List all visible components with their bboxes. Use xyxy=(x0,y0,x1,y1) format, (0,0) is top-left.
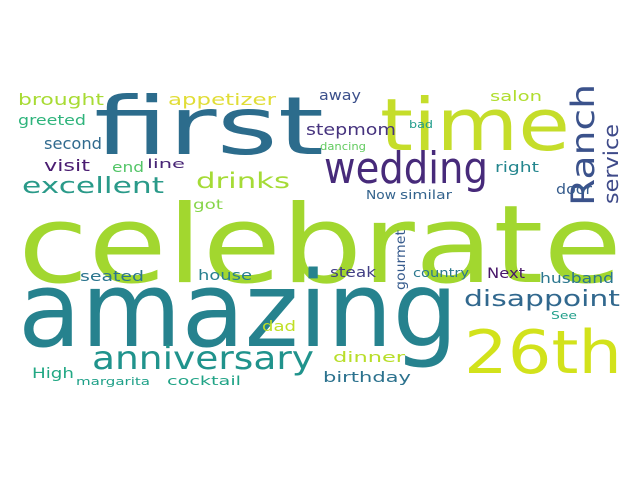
word: dad xyxy=(262,319,296,335)
word: end xyxy=(112,160,144,176)
word: Ranch xyxy=(564,84,602,206)
word: stepmom xyxy=(306,120,396,139)
word: right xyxy=(495,160,540,176)
word: time xyxy=(380,83,570,167)
word: service xyxy=(599,124,623,204)
word: amazing xyxy=(18,249,458,371)
word: first xyxy=(94,80,324,173)
word: salon xyxy=(490,89,542,105)
word: gourmet xyxy=(394,230,409,290)
word: Now xyxy=(366,188,396,202)
word: cocktail xyxy=(167,374,241,388)
word: appetizer xyxy=(168,90,277,109)
word: birthday xyxy=(323,370,411,386)
word: away xyxy=(319,88,361,104)
word: husband xyxy=(540,271,614,287)
word: dancing xyxy=(320,140,366,153)
word: bad xyxy=(409,118,433,131)
word: seated xyxy=(80,269,144,285)
word: High xyxy=(32,366,74,382)
word: steak xyxy=(330,265,377,281)
word: greeted xyxy=(18,113,86,129)
word: door xyxy=(556,182,592,198)
word: disappoint xyxy=(464,287,621,312)
word: second xyxy=(44,134,102,153)
word: country xyxy=(413,266,469,280)
word: house xyxy=(198,268,252,284)
word: wedding xyxy=(324,143,488,194)
word: drinks xyxy=(196,169,290,193)
word: 26th xyxy=(464,318,622,388)
word: anniversary xyxy=(92,339,314,377)
word: Next xyxy=(487,266,526,282)
word: got xyxy=(193,198,223,213)
word: margarita xyxy=(76,375,150,388)
word: similar xyxy=(400,188,452,202)
word: excellent xyxy=(22,174,165,199)
word: celebrate xyxy=(18,183,622,308)
word: dinner xyxy=(333,350,405,366)
word: visit xyxy=(44,156,90,175)
word: brought xyxy=(18,90,104,109)
word: See xyxy=(551,309,577,322)
word: line xyxy=(147,157,185,171)
